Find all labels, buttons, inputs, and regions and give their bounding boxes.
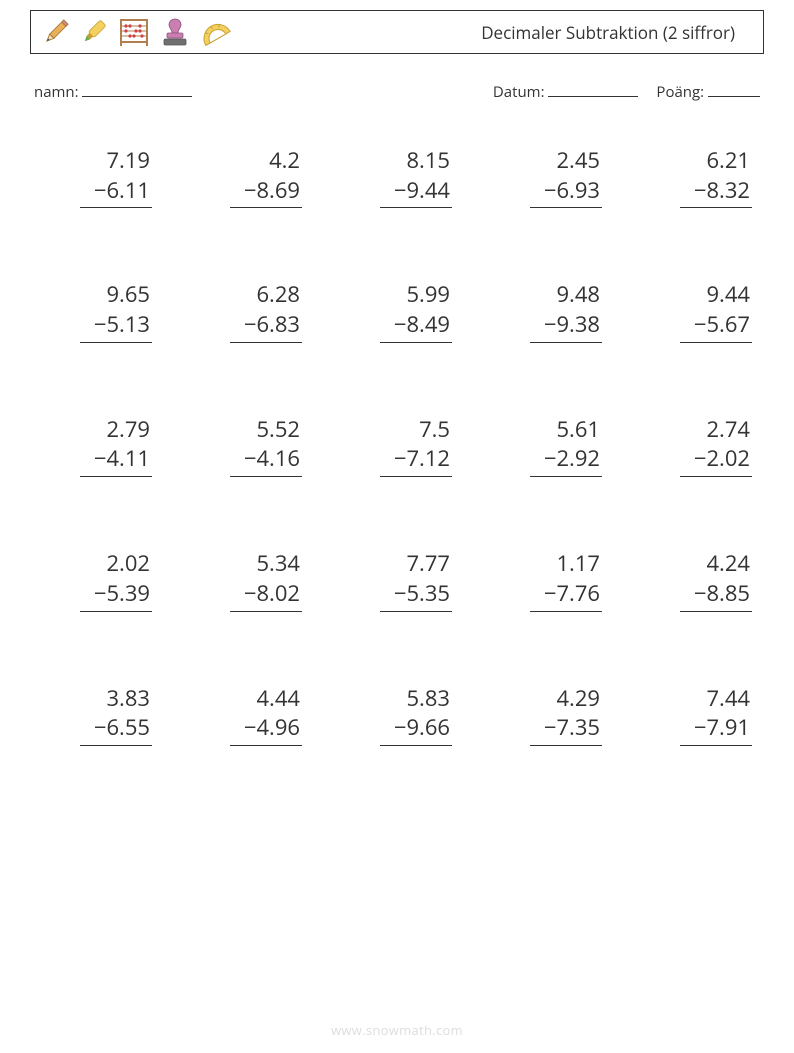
subtraction-problem: 2.45−6.93 (492, 146, 602, 208)
pencil-icon (41, 15, 71, 49)
subtraction-problem: 2.02−5.39 (42, 549, 152, 611)
name-blank[interactable] (82, 83, 192, 97)
subtrahend: −7.76 (530, 579, 602, 612)
subtraction-problem: 9.48−9.38 (492, 280, 602, 342)
stamp-icon (159, 15, 191, 49)
subtrahend: −5.39 (80, 579, 152, 612)
subtraction-problem: 5.83−9.66 (342, 684, 452, 746)
name-label: namn: (34, 82, 79, 102)
score-blank[interactable] (708, 83, 760, 97)
subtrahend: −5.35 (380, 579, 452, 612)
subtraction-problem: 1.17−7.76 (492, 549, 602, 611)
subtraction-problem: 4.29−7.35 (492, 684, 602, 746)
subtraction-problem: 7.44−7.91 (642, 684, 752, 746)
subtraction-problem: 5.34−8.02 (192, 549, 302, 611)
subtrahend: −4.16 (230, 444, 302, 477)
subtrahend: −7.12 (380, 444, 452, 477)
header-icons (41, 15, 233, 49)
subtrahend: −8.69 (230, 176, 302, 209)
minuend: 5.83 (406, 684, 452, 714)
minuend: 2.45 (556, 146, 602, 176)
minuend: 8.15 (406, 146, 452, 176)
subtrahend: −9.38 (530, 310, 602, 343)
minuend: 7.19 (106, 146, 152, 176)
subtrahend: −8.85 (680, 579, 752, 612)
protractor-icon (199, 15, 233, 49)
minuend: 5.61 (556, 415, 602, 445)
subtrahend: −6.55 (80, 713, 152, 746)
minuend: 7.5 (419, 415, 452, 445)
subtrahend: −4.96 (230, 713, 302, 746)
subtraction-problem: 4.2−8.69 (192, 146, 302, 208)
minuend: 5.52 (256, 415, 302, 445)
minuend: 5.34 (256, 549, 302, 579)
subtraction-problem: 8.15−9.44 (342, 146, 452, 208)
marker-icon (79, 15, 109, 49)
subtrahend: −8.02 (230, 579, 302, 612)
minuend: 2.74 (706, 415, 752, 445)
subtrahend: −4.11 (80, 444, 152, 477)
minuend: 9.44 (706, 280, 752, 310)
date-label: Datum: (493, 82, 545, 102)
minuend: 9.48 (556, 280, 602, 310)
minuend: 5.99 (406, 280, 452, 310)
info-row: namn: Datum: Poäng: (30, 82, 764, 102)
subtrahend: −6.93 (530, 176, 602, 209)
subtraction-problem: 4.24−8.85 (642, 549, 752, 611)
minuend: 4.44 (256, 684, 302, 714)
minuend: 4.29 (556, 684, 602, 714)
score-label: Poäng: (656, 82, 704, 102)
subtraction-problem: 2.79−4.11 (42, 415, 152, 477)
subtraction-problem: 7.77−5.35 (342, 549, 452, 611)
minuend: 7.77 (406, 549, 452, 579)
footer-url: www.snowmath.com (0, 1021, 794, 1039)
subtrahend: −9.44 (380, 176, 452, 209)
subtrahend: −5.67 (680, 310, 752, 343)
subtrahend: −2.92 (530, 444, 602, 477)
subtraction-problem: 6.28−6.83 (192, 280, 302, 342)
date-blank[interactable] (548, 83, 638, 97)
subtrahend: −8.32 (680, 176, 752, 209)
subtraction-problem: 4.44−4.96 (192, 684, 302, 746)
subtrahend: −7.91 (680, 713, 752, 746)
minuend: 2.02 (106, 549, 152, 579)
subtraction-problem: 2.74−2.02 (642, 415, 752, 477)
subtrahend: −6.83 (230, 310, 302, 343)
worksheet-title: Decimaler Subtraktion (2 siffror) (481, 21, 751, 44)
minuend: 6.21 (706, 146, 752, 176)
minuend: 6.28 (256, 280, 302, 310)
minuend: 7.44 (706, 684, 752, 714)
minuend: 4.24 (706, 549, 752, 579)
minuend: 4.2 (269, 146, 302, 176)
subtrahend: −2.02 (680, 444, 752, 477)
subtraction-problem: 5.52−4.16 (192, 415, 302, 477)
abacus-icon (117, 15, 151, 49)
subtraction-problem: 9.44−5.67 (642, 280, 752, 342)
subtrahend: −8.49 (380, 310, 452, 343)
subtraction-problem: 3.83−6.55 (42, 684, 152, 746)
subtraction-problem: 7.19−6.11 (42, 146, 152, 208)
subtrahend: −9.66 (380, 713, 452, 746)
subtraction-problem: 7.5−7.12 (342, 415, 452, 477)
minuend: 2.79 (106, 415, 152, 445)
subtraction-problem: 6.21−8.32 (642, 146, 752, 208)
subtraction-problem: 5.61−2.92 (492, 415, 602, 477)
subtrahend: −6.11 (80, 176, 152, 209)
minuend: 9.65 (106, 280, 152, 310)
minuend: 3.83 (106, 684, 152, 714)
subtrahend: −5.13 (80, 310, 152, 343)
subtraction-problem: 9.65−5.13 (42, 280, 152, 342)
subtraction-problem: 5.99−8.49 (342, 280, 452, 342)
header-box: Decimaler Subtraktion (2 siffror) (30, 10, 764, 54)
subtrahend: −7.35 (530, 713, 602, 746)
minuend: 1.17 (556, 549, 602, 579)
problems-grid: 7.19−6.114.2−8.698.15−9.442.45−6.936.21−… (30, 146, 764, 746)
